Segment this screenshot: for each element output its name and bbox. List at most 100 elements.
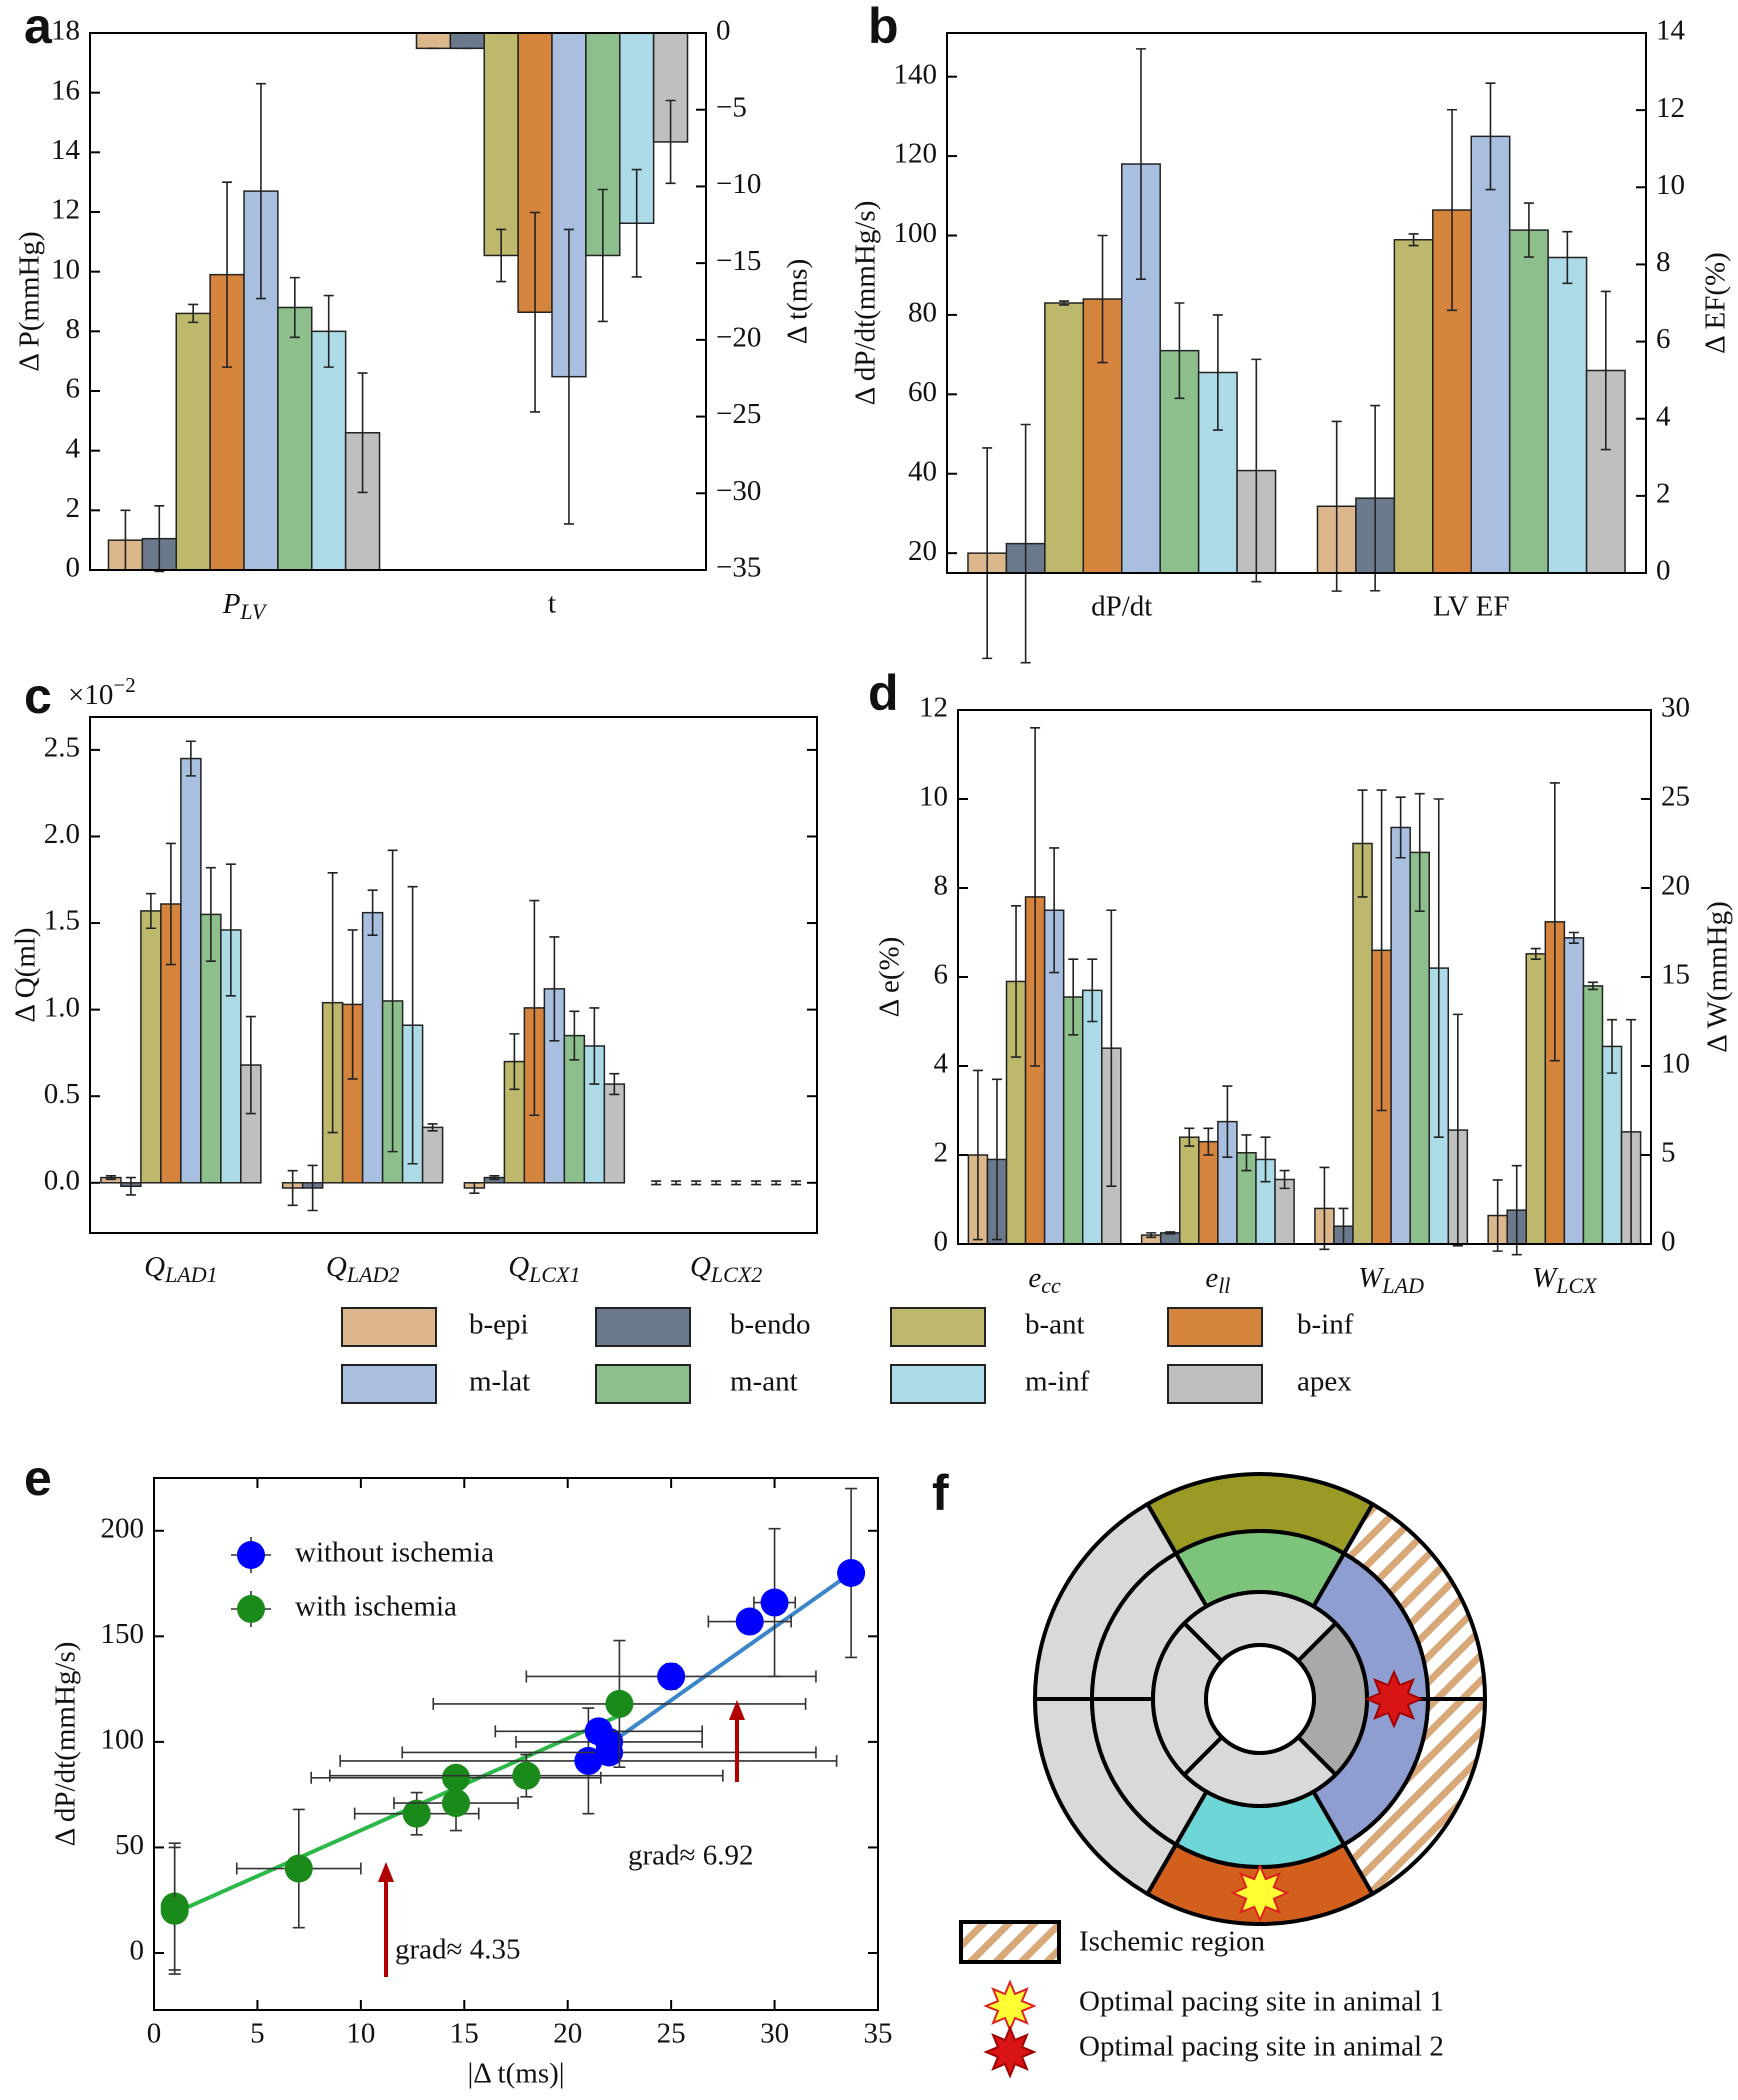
error-bar bbox=[509, 1033, 520, 1091]
x-tick-label: 15 bbox=[450, 2018, 479, 2050]
error-bar bbox=[1357, 789, 1368, 898]
bar bbox=[1198, 1140, 1219, 1245]
category-sub: LV bbox=[239, 599, 267, 624]
y-tick-label: −5 bbox=[716, 91, 747, 123]
x-tick-label: dP/dt bbox=[1091, 591, 1152, 623]
error-bar bbox=[496, 228, 507, 283]
x-tick-label: 10 bbox=[346, 2018, 375, 2050]
error-bar bbox=[1331, 420, 1342, 592]
y-tick-label: 2 bbox=[934, 1137, 949, 1169]
error-bar bbox=[1511, 1164, 1522, 1256]
error-bar bbox=[225, 863, 236, 997]
error-bar bbox=[771, 1180, 782, 1186]
y-tick-label: −15 bbox=[716, 245, 761, 277]
legend-label: Ischemic region bbox=[1079, 1926, 1266, 1958]
error-bar bbox=[1530, 947, 1541, 960]
bar bbox=[421, 1126, 444, 1184]
legend-label: b-epi bbox=[469, 1309, 529, 1341]
error-bar bbox=[1059, 300, 1070, 306]
bar bbox=[1390, 826, 1411, 1245]
error-bar bbox=[1251, 358, 1262, 583]
bar bbox=[1601, 1045, 1623, 1245]
y-tick-label: 1.0 bbox=[44, 991, 80, 1023]
axis-label: |Δ t(ms)| bbox=[467, 2058, 564, 2090]
y-tick-label: 2 bbox=[66, 492, 81, 524]
panel-label: c bbox=[24, 668, 52, 724]
plot-frame bbox=[153, 1477, 879, 2011]
axis-label: Δ W(mmHg) bbox=[1702, 901, 1734, 1053]
point bbox=[735, 1607, 764, 1636]
x-tick-label: 20 bbox=[553, 2018, 582, 2050]
category-sub: ll bbox=[1218, 1273, 1230, 1298]
y-tick-label: 200 bbox=[101, 1512, 145, 1544]
category-sub: LCX2 bbox=[710, 1262, 762, 1287]
y-tick-label: 12 bbox=[1656, 92, 1685, 124]
error-bar bbox=[105, 1175, 116, 1181]
panel-label: d bbox=[868, 665, 899, 721]
error-bar bbox=[357, 372, 368, 494]
error-bar bbox=[125, 1176, 136, 1196]
legend-label: m-lat bbox=[469, 1366, 530, 1398]
bar bbox=[449, 32, 485, 50]
error-bar bbox=[631, 168, 642, 278]
bar bbox=[1563, 937, 1585, 1245]
error-bar bbox=[185, 740, 196, 777]
axis-label: Δ P(mmHg) bbox=[14, 231, 46, 371]
bar bbox=[1081, 989, 1103, 1245]
y-tick-label: 6 bbox=[66, 373, 81, 405]
y-tick-label: 25 bbox=[1661, 781, 1690, 813]
error-bar bbox=[1433, 798, 1444, 1138]
legend-swatch bbox=[1167, 1364, 1263, 1404]
x-tick-label: WLCX bbox=[1532, 1262, 1598, 1298]
x-tick-label: PLV bbox=[222, 588, 268, 624]
legend-swatch bbox=[595, 1307, 691, 1347]
y-tick-label: 0 bbox=[1661, 1226, 1676, 1258]
category-base: W bbox=[1358, 1262, 1385, 1294]
y-tick-label: −20 bbox=[716, 322, 761, 354]
x-tick-label: QLAD1 bbox=[144, 1251, 218, 1287]
fit-line bbox=[587, 1571, 853, 1761]
error-bar bbox=[1587, 981, 1598, 991]
y-tick-label: 60 bbox=[908, 376, 937, 408]
y-tick-label: 6 bbox=[1656, 323, 1671, 355]
error-bar bbox=[1106, 909, 1117, 1187]
panel-label: a bbox=[24, 0, 53, 54]
y-tick-label: 100 bbox=[101, 1724, 145, 1756]
y-tick-label: 2 bbox=[1656, 478, 1671, 510]
y-tick-label: 1.5 bbox=[44, 905, 80, 937]
axis-label: Δ dP/dt(mmHg/s) bbox=[50, 1642, 82, 1847]
error-bar bbox=[347, 929, 358, 1080]
annotation: grad≈ 4.35 bbox=[395, 1934, 520, 1966]
error-bar bbox=[1087, 958, 1098, 1023]
y-tick-label: 120 bbox=[894, 138, 938, 170]
y-tick-label: 2.5 bbox=[44, 732, 80, 764]
y-tick-label: 12 bbox=[919, 692, 948, 724]
error-bar bbox=[469, 1181, 480, 1194]
point bbox=[402, 1799, 431, 1828]
point bbox=[442, 1763, 471, 1792]
bar bbox=[175, 312, 211, 571]
y-tick-label: −35 bbox=[716, 552, 761, 584]
axis-label: Δ t(ms) bbox=[782, 259, 814, 345]
y-tick-label: 0 bbox=[130, 1935, 145, 1967]
bar bbox=[180, 757, 202, 1184]
y-tick-label: 12 bbox=[51, 194, 80, 226]
category-sub: LAD bbox=[1381, 1273, 1424, 1298]
y-tick-label: 8 bbox=[934, 870, 949, 902]
error-bar bbox=[307, 1164, 318, 1212]
error-bar bbox=[1408, 233, 1419, 247]
bar bbox=[1525, 953, 1547, 1245]
y-tick-label: 16 bbox=[51, 74, 80, 106]
y-tick-label: 0.5 bbox=[44, 1078, 80, 1110]
error-bar bbox=[255, 82, 266, 300]
legend-swatch bbox=[890, 1364, 986, 1404]
y-tick-label: 100 bbox=[894, 217, 938, 249]
error-bar bbox=[651, 1180, 662, 1186]
error-bar bbox=[549, 936, 560, 1042]
error-bar bbox=[1279, 1169, 1290, 1190]
error-bar bbox=[991, 1078, 1002, 1241]
error-bar bbox=[1135, 48, 1146, 280]
bar bbox=[415, 32, 452, 50]
plot-frame bbox=[89, 32, 707, 571]
